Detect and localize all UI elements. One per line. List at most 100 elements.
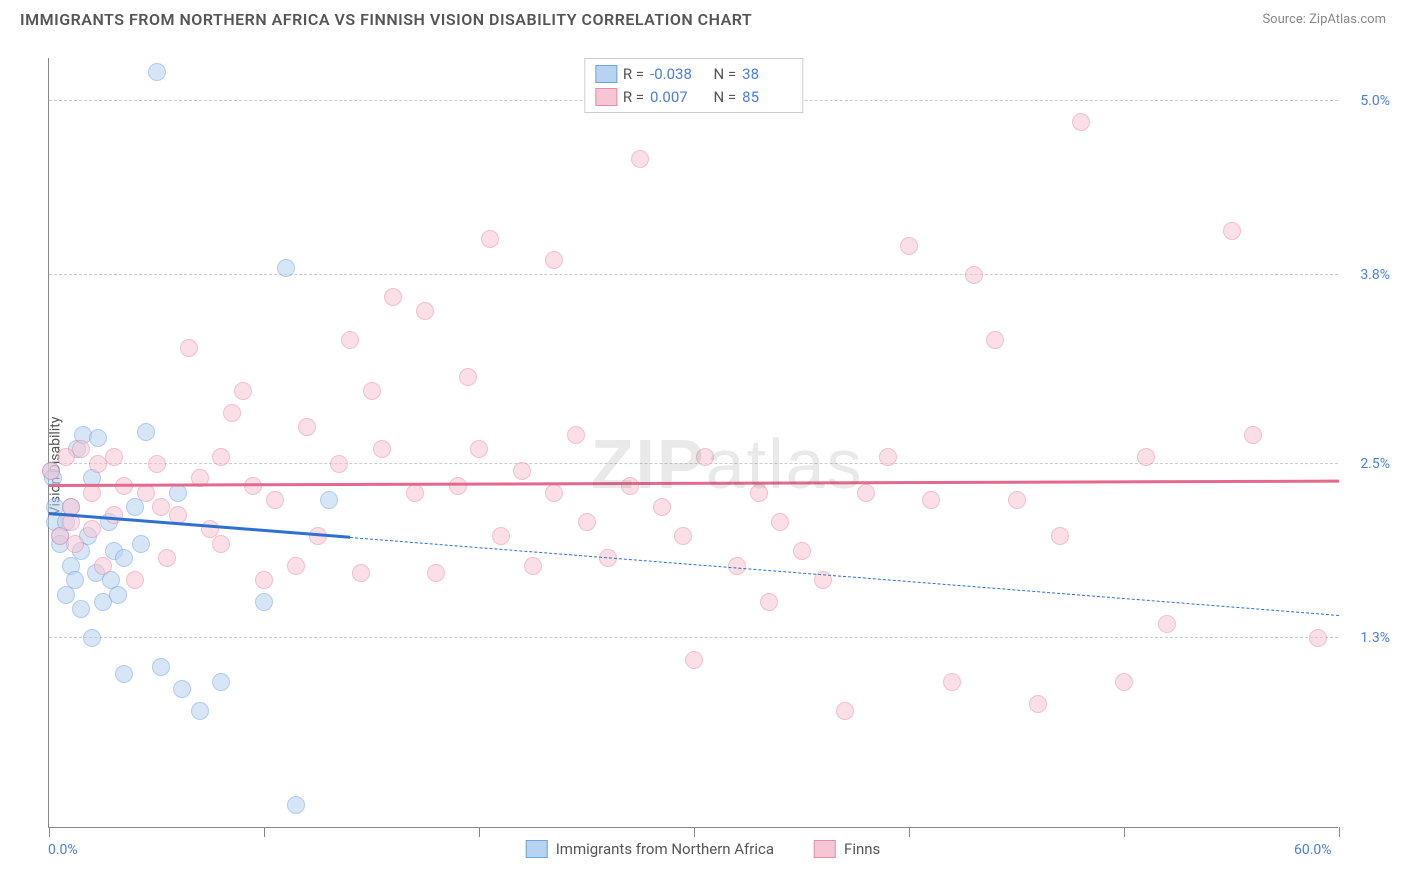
data-point [148, 63, 166, 81]
legend-swatch [526, 840, 548, 858]
source-link[interactable]: ZipAtlas.com [1309, 12, 1386, 27]
data-point [524, 557, 542, 575]
data-point [105, 506, 123, 524]
data-point [674, 527, 692, 545]
data-point [879, 448, 897, 466]
data-point [83, 629, 101, 647]
data-point [793, 542, 811, 560]
data-point [320, 491, 338, 509]
x-axis-max-label: 60.0% [1294, 842, 1332, 858]
x-axis-min-label: 0.0% [48, 842, 78, 858]
x-tick-mark [264, 827, 265, 837]
data-point [255, 571, 273, 589]
data-point [277, 259, 295, 277]
data-point [66, 571, 84, 589]
x-tick-mark [1124, 827, 1125, 837]
data-point [180, 339, 198, 357]
data-point [513, 462, 531, 480]
data-point [89, 429, 107, 447]
data-point [1309, 629, 1327, 647]
data-point [545, 484, 563, 502]
data-point [115, 665, 133, 683]
data-point [900, 237, 918, 255]
data-point [212, 535, 230, 553]
data-point [1072, 113, 1090, 131]
data-point [760, 593, 778, 611]
data-point [72, 440, 90, 458]
data-point [341, 331, 359, 349]
data-point [750, 484, 768, 502]
data-point [922, 491, 940, 509]
trend-line [49, 480, 1339, 487]
legend-r-label: R = [623, 63, 644, 86]
chart-container: Vision Disability R =-0.038 N =38R =0.00… [0, 40, 1406, 892]
data-point [132, 535, 150, 553]
data-point [152, 498, 170, 516]
y-tick-label: 5.0% [1360, 93, 1390, 109]
data-point [352, 564, 370, 582]
data-point [965, 266, 983, 284]
data-point [212, 448, 230, 466]
x-tick-mark [909, 827, 910, 837]
data-point [109, 586, 127, 604]
data-point [94, 557, 112, 575]
data-point [578, 513, 596, 531]
data-point [1051, 527, 1069, 545]
data-point [83, 520, 101, 538]
data-point [373, 440, 391, 458]
legend-swatch [814, 840, 836, 858]
legend-swatch [595, 65, 617, 83]
data-point [653, 498, 671, 516]
series-legend-item: Finns [814, 840, 880, 858]
data-point [771, 513, 789, 531]
chart-header: IMMIGRANTS FROM NORTHERN AFRICA VS FINNI… [0, 0, 1406, 37]
scatter-plot: R =-0.038 N =38R =0.007 N =85 ZIPatlas 1… [48, 58, 1338, 828]
source-label: Source: [1262, 12, 1305, 27]
data-point [685, 651, 703, 669]
data-point [152, 658, 170, 676]
gridline [49, 274, 1338, 275]
data-point [330, 455, 348, 473]
data-point [298, 418, 316, 436]
data-point [363, 382, 381, 400]
legend-swatch [595, 88, 617, 106]
legend-row: R =0.007 N =85 [595, 86, 792, 109]
data-point [481, 230, 499, 248]
data-point [42, 462, 60, 480]
data-point [72, 600, 90, 618]
data-point [470, 440, 488, 458]
data-point [255, 593, 273, 611]
data-point [728, 557, 746, 575]
data-point [212, 673, 230, 691]
legend-r-value: 0.007 [650, 86, 700, 109]
y-tick-label: 1.3% [1360, 630, 1390, 646]
data-point [986, 331, 1004, 349]
series-legend-item: Immigrants from Northern Africa [526, 840, 774, 858]
data-point [266, 491, 284, 509]
data-point [1137, 448, 1155, 466]
data-point [126, 571, 144, 589]
data-point [148, 455, 166, 473]
data-point [66, 535, 84, 553]
data-point [416, 302, 434, 320]
legend-row: R =-0.038 N =38 [595, 63, 792, 86]
data-point [137, 423, 155, 441]
data-point [115, 549, 133, 567]
series-legend-label: Finns [844, 840, 880, 858]
data-point [567, 426, 585, 444]
data-point [287, 796, 305, 814]
data-point [836, 702, 854, 720]
data-point [631, 150, 649, 168]
legend-r-label: R = [623, 86, 644, 109]
gridline [49, 637, 1338, 638]
source-attribution: Source: ZipAtlas.com [1262, 12, 1386, 27]
y-tick-label: 3.8% [1360, 267, 1390, 283]
data-point [1244, 426, 1262, 444]
series-legend: Immigrants from Northern Africa Finns [526, 840, 881, 858]
data-point [621, 477, 639, 495]
data-point [696, 448, 714, 466]
data-point [234, 382, 252, 400]
data-point [384, 288, 402, 306]
data-point [857, 484, 875, 502]
legend-r-value: -0.038 [650, 63, 700, 86]
